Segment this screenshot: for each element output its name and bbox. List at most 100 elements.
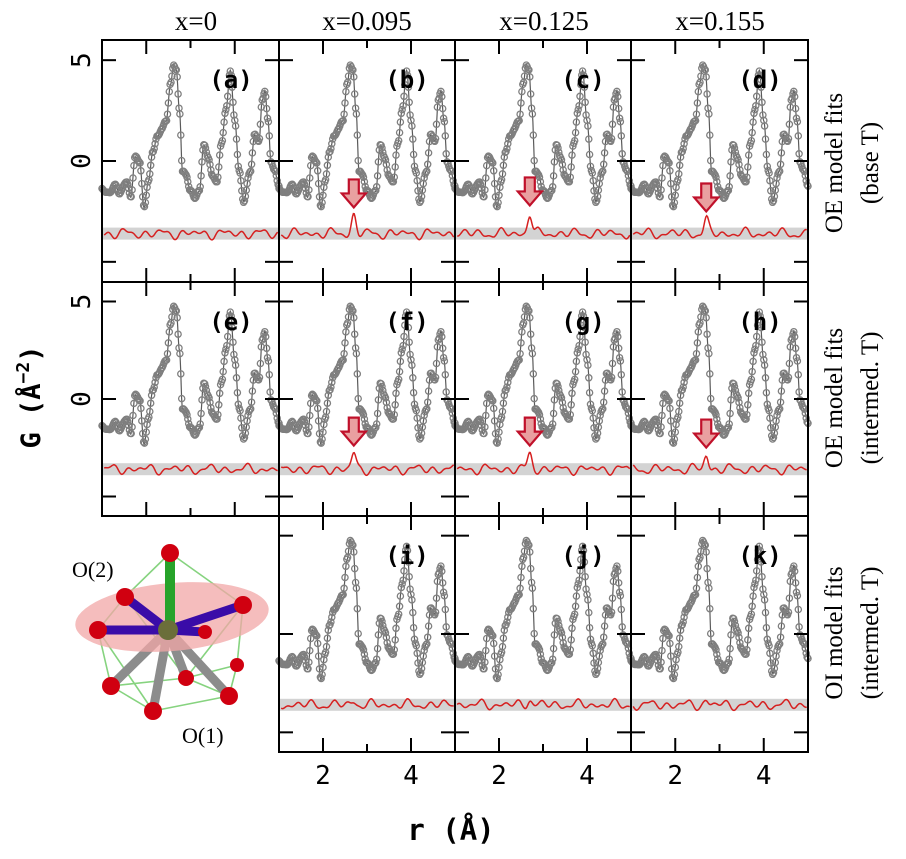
panel-k-x-tick-label: 4 bbox=[756, 761, 772, 791]
data-point bbox=[703, 90, 711, 98]
data-point bbox=[724, 423, 733, 432]
data-point bbox=[319, 663, 327, 672]
data-point bbox=[659, 161, 667, 170]
data-point bbox=[566, 410, 575, 419]
data-point bbox=[599, 633, 608, 641]
data-point bbox=[712, 410, 720, 419]
data-point bbox=[565, 415, 574, 423]
data-point bbox=[758, 98, 766, 107]
data-point bbox=[744, 389, 753, 398]
data-point bbox=[495, 428, 503, 436]
data-point bbox=[400, 332, 408, 341]
data-point bbox=[164, 339, 173, 347]
data-point bbox=[391, 163, 399, 171]
data-point bbox=[129, 411, 137, 420]
data-point bbox=[742, 415, 750, 423]
data-point bbox=[703, 330, 711, 338]
panel-a-y-tick-label: 5 bbox=[67, 52, 97, 68]
panel-d-label: (d) bbox=[738, 66, 781, 94]
data-point bbox=[785, 594, 794, 602]
data-point bbox=[403, 71, 412, 80]
data-point bbox=[592, 433, 601, 442]
panel-e-difference-curve bbox=[103, 462, 278, 476]
data-point bbox=[583, 356, 591, 364]
panel-e: (e) 0 5 bbox=[67, 281, 283, 517]
data-point bbox=[374, 396, 383, 404]
data-point bbox=[671, 191, 680, 200]
data-point bbox=[262, 344, 271, 353]
data-point bbox=[403, 546, 412, 555]
data-point bbox=[424, 387, 433, 395]
data-point bbox=[229, 338, 237, 346]
data-point bbox=[437, 87, 445, 96]
data-point bbox=[416, 669, 425, 677]
data-point bbox=[231, 356, 239, 364]
data-point bbox=[232, 374, 241, 382]
data-point bbox=[389, 415, 398, 423]
data-point bbox=[482, 399, 491, 408]
data-point bbox=[481, 186, 489, 194]
data-point bbox=[407, 590, 415, 599]
data-point bbox=[391, 636, 399, 644]
data-point bbox=[592, 669, 601, 677]
data-point bbox=[413, 414, 421, 422]
data-point bbox=[669, 674, 678, 683]
data-point bbox=[493, 202, 501, 211]
data-point bbox=[652, 652, 661, 661]
data-point bbox=[504, 378, 512, 387]
data-point bbox=[618, 150, 626, 158]
data-point bbox=[744, 636, 752, 644]
data-point bbox=[599, 167, 607, 175]
data-point bbox=[749, 118, 757, 126]
data-point bbox=[409, 135, 417, 143]
data-point bbox=[183, 410, 191, 419]
data-point bbox=[607, 608, 616, 616]
data-point bbox=[195, 186, 204, 195]
data-point bbox=[761, 374, 770, 382]
data-point bbox=[529, 370, 538, 378]
data-point bbox=[617, 132, 626, 140]
data-point bbox=[749, 592, 757, 600]
data-point bbox=[215, 401, 223, 409]
data-point bbox=[748, 128, 756, 137]
data-point bbox=[703, 564, 711, 573]
data-point bbox=[394, 375, 403, 384]
data-point bbox=[403, 312, 412, 320]
data-point bbox=[396, 592, 405, 600]
data-point bbox=[150, 144, 158, 153]
panel-b-difference-curve bbox=[280, 212, 455, 241]
data-point bbox=[392, 624, 400, 633]
data-point bbox=[481, 658, 489, 666]
data-point bbox=[233, 150, 242, 159]
data-point bbox=[301, 184, 310, 193]
data-point bbox=[431, 134, 440, 143]
data-point bbox=[247, 398, 256, 406]
data-point bbox=[231, 361, 240, 369]
data-point bbox=[231, 122, 240, 130]
data-point bbox=[751, 105, 759, 114]
data-point bbox=[706, 629, 715, 638]
data-point bbox=[438, 104, 447, 113]
data-point bbox=[476, 652, 485, 661]
data-point bbox=[410, 635, 419, 644]
data-point bbox=[128, 423, 136, 431]
data-point bbox=[675, 399, 684, 407]
data-point bbox=[359, 646, 368, 654]
data-point bbox=[222, 105, 230, 114]
data-point bbox=[205, 394, 213, 402]
data-point bbox=[372, 423, 380, 432]
data-point bbox=[585, 608, 593, 617]
data-point bbox=[416, 197, 425, 205]
data-point bbox=[440, 357, 449, 365]
panel-b-arrow bbox=[339, 178, 369, 210]
data-point bbox=[706, 394, 715, 403]
data-point bbox=[554, 144, 562, 152]
data-point bbox=[261, 327, 269, 336]
data-point bbox=[528, 584, 537, 592]
data-point bbox=[423, 398, 432, 406]
data-point bbox=[423, 160, 432, 169]
data-point bbox=[586, 635, 595, 644]
data-point bbox=[790, 87, 798, 96]
data-point bbox=[747, 375, 756, 384]
data-point bbox=[766, 414, 774, 422]
